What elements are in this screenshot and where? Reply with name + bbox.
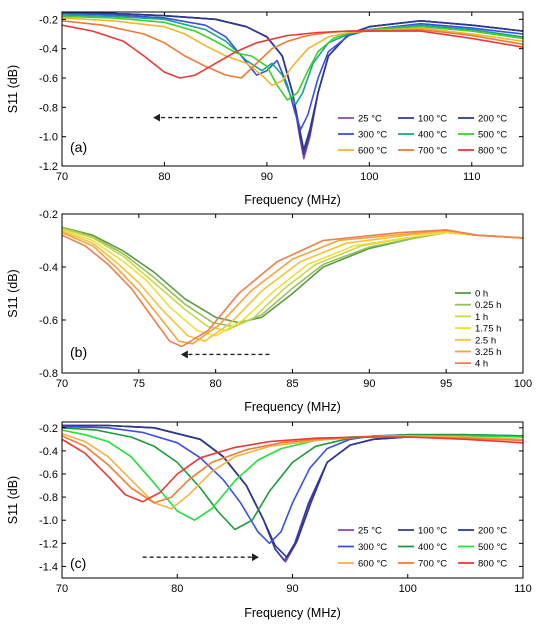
plot-frame: [61, 11, 524, 167]
legend-entry: 500 °C: [478, 542, 507, 553]
x-tick-label: 110: [514, 583, 532, 595]
y-tick-label: -0.4: [39, 446, 58, 458]
x-tick-label: 100: [514, 378, 532, 390]
x-tick-label: 90: [363, 378, 375, 390]
x-tick-label: 70: [56, 171, 68, 183]
y-tick-label: -0.2: [39, 423, 58, 435]
series-line-500C: [62, 15, 523, 101]
x-tick-label: 100: [360, 171, 378, 183]
legend-entry: 100 °C: [418, 114, 447, 125]
legend: 25 °C 100 °C 200 °C 300 °C 400 °C 500 °C 600 °…: [338, 114, 507, 157]
series-line-200C: [62, 424, 523, 559]
y-tick-label: -1.2: [39, 161, 58, 173]
legend-entry: 200 °C: [478, 114, 507, 125]
legend-entry: 500 °C: [478, 130, 507, 141]
legend-entry: 0.25 h: [475, 300, 501, 311]
legend-entry: 2.5 h: [475, 335, 496, 346]
series-group: [62, 12, 523, 160]
x-tick-label: 100: [399, 583, 417, 595]
x-tick-label: 95: [440, 378, 452, 390]
x-tick-label: 90: [286, 583, 298, 595]
x-axis-title: Frequency (MHz): [244, 606, 341, 620]
x-axis-title: Frequency (MHz): [244, 193, 341, 207]
x-tick-label: 70: [56, 583, 68, 595]
x-tick-label: 110: [463, 171, 481, 183]
legend-entry: 3.25 h: [475, 347, 501, 358]
y-tick-label: -0.4: [39, 44, 58, 56]
legend-entry: 300 °C: [358, 130, 387, 141]
y-tick-label: -0.4: [39, 262, 58, 274]
x-tick-label: 80: [210, 378, 222, 390]
y-tick-label: -1.4: [39, 561, 58, 573]
series-line-4h: [62, 229, 523, 348]
chart-panel-3: 70 80 90 100 110 -1.4 -1.2 -1.0 -0.8 -0.6 -0.4 -0.2…: [6, 421, 532, 620]
y-tick-label: -0.8: [39, 492, 58, 504]
legend-entry: 400 °C: [418, 130, 447, 141]
series-group: [62, 226, 523, 348]
y-tick-label: -0.8: [39, 368, 58, 380]
y-tick-label: -1.0: [39, 132, 58, 144]
series-group: [62, 424, 523, 563]
y-axis-title: S11 (dB): [6, 269, 20, 317]
legend-entry: 600 °C: [358, 146, 387, 157]
series-line-800C: [62, 436, 523, 503]
y-tick-label: -1.2: [39, 538, 58, 550]
y-axis-title: S11 (dB): [6, 476, 20, 524]
y-tick-label: -0.2: [39, 14, 58, 26]
x-tick-label: 75: [133, 378, 145, 390]
legend-entry: 800 °C: [478, 559, 507, 570]
x-tick-label: 85: [286, 378, 298, 390]
legend-entry: 600 °C: [358, 559, 387, 570]
legend-entry: 100 °C: [418, 526, 447, 537]
legend-entry: 1.75 h: [475, 324, 501, 335]
y-tick-label: -0.8: [39, 102, 58, 114]
y-tick-label: -0.2: [39, 209, 58, 221]
series-line-800C: [62, 24, 523, 79]
legend: 25 °C 100 °C 200 °C 300 °C 400 °C 500 °C 600 °…: [338, 526, 507, 570]
legend-entry: 1 h: [475, 312, 488, 323]
legend-entry: 200 °C: [478, 526, 507, 537]
series-line-1.75h: [62, 229, 523, 337]
panel-label: (b): [70, 344, 87, 360]
series-line-1h: [62, 227, 523, 332]
legend: 0 h0.25 h1 h1.75 h2.5 h3.25 h4 h: [455, 289, 501, 370]
x-tick-label: 70: [56, 378, 68, 390]
legend-entry: 4 h: [475, 359, 488, 370]
legend-entry: 0 h: [475, 289, 488, 300]
y-tick-label: -1.0: [39, 515, 58, 527]
x-tick-label: 80: [171, 583, 183, 595]
y-tick-label: -0.6: [39, 73, 58, 85]
series-line-200C: [62, 12, 523, 151]
y-tick-label: -0.6: [39, 469, 58, 481]
x-axis-title: Frequency (MHz): [244, 400, 341, 414]
x-tick-label: 80: [158, 171, 170, 183]
y-axis-title: S11 (dB): [6, 65, 20, 113]
panel-label: (c): [70, 555, 86, 571]
legend-entry: 700 °C: [418, 146, 447, 157]
legend-entry: 300 °C: [358, 542, 387, 553]
chart-panel-1: 70 80 90 100 110 -1.2 -1.0 -0.8 -0.6 -0.4 -0.2 Freq…: [6, 11, 524, 207]
legend-entry: 25 °C: [358, 114, 382, 125]
x-tick-label: 90: [261, 171, 273, 183]
panel-label: (a): [70, 139, 87, 155]
legend-entry: 700 °C: [418, 559, 447, 570]
y-tick-label: -0.6: [39, 315, 58, 327]
series-line-3.25h: [62, 229, 523, 345]
legend-entry: 25 °C: [358, 526, 382, 537]
legend-entry: 400 °C: [418, 542, 447, 553]
chart-panel-2: 70 75 80 85 90 95 100 -0.8 -0.6 -0.4 -0.2 Frequency…: [6, 209, 532, 414]
legend-entry: 800 °C: [478, 146, 507, 157]
series-line-2.5h: [62, 230, 523, 343]
